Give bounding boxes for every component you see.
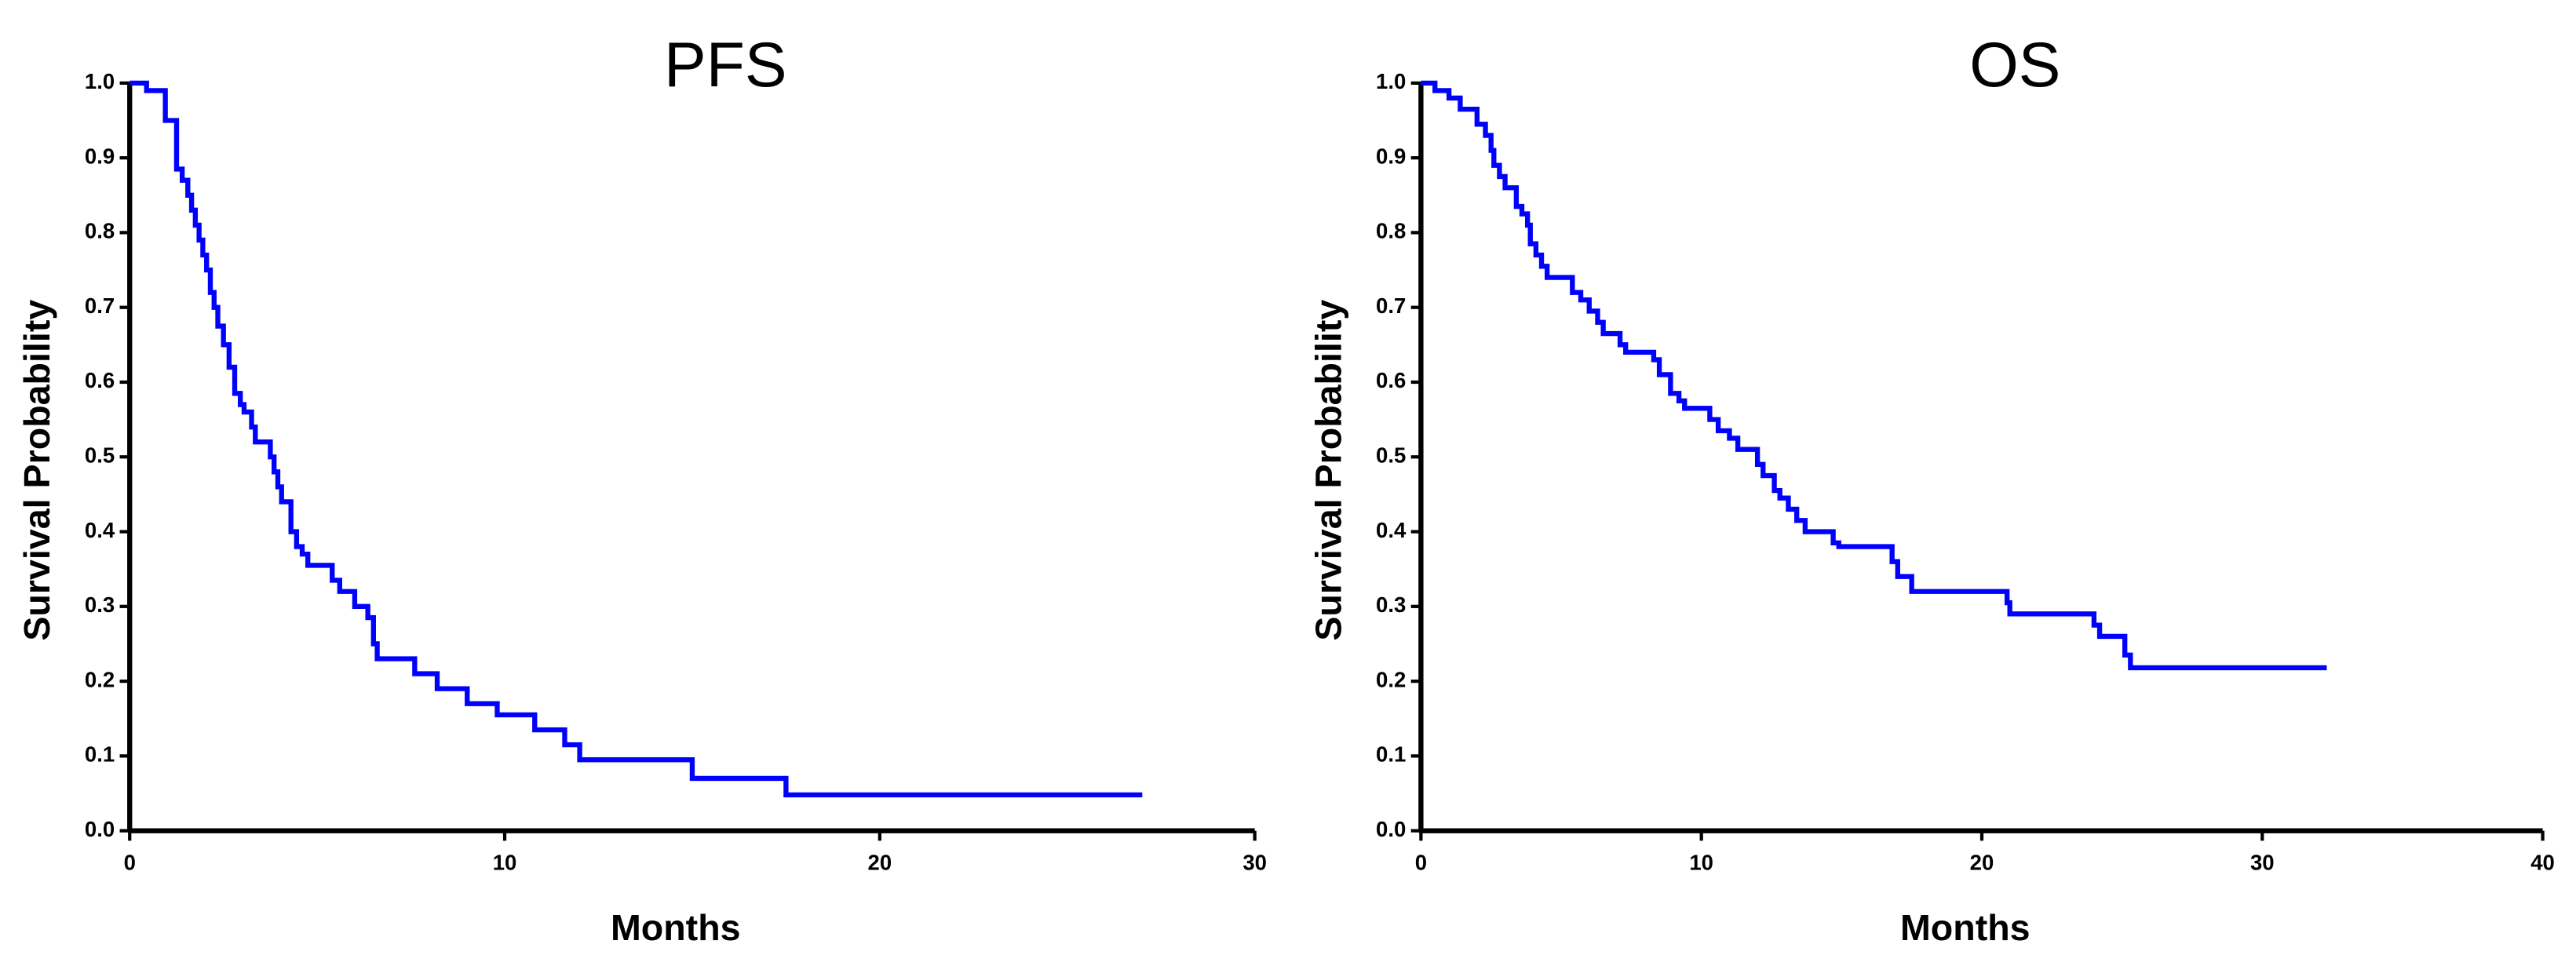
y-tick-label: 0.5 — [85, 443, 115, 468]
y-tick-label: 0.7 — [85, 293, 115, 318]
y-axis-label: Survival Probability — [16, 300, 57, 641]
x-tick-label: 10 — [493, 850, 517, 874]
y-tick-label: 0.2 — [85, 667, 115, 691]
survival-curve — [130, 80, 1143, 798]
y-tick-label: 0.6 — [85, 368, 115, 392]
x-axis-label: Months — [611, 907, 741, 948]
x-tick-label: 0 — [124, 850, 136, 874]
x-tick-label: 20 — [1970, 850, 1994, 874]
x-tick-label: 20 — [868, 850, 892, 874]
survival-curve — [1421, 80, 2327, 671]
y-tick-label: 0.4 — [85, 518, 115, 542]
y-tick-label: 1.0 — [85, 69, 115, 93]
y-tick-label: 1.0 — [1376, 69, 1406, 93]
chart-title: OS — [1969, 30, 2060, 100]
y-tick-label: 0.0 — [1376, 817, 1406, 841]
y-tick-label: 0.6 — [1376, 368, 1406, 392]
x-axis-label: Months — [1900, 907, 2031, 948]
y-tick-label: 0.2 — [1376, 667, 1406, 691]
y-tick-label: 0.9 — [85, 144, 115, 168]
y-tick-label: 0.0 — [85, 817, 115, 841]
y-tick-label: 0.5 — [1376, 443, 1406, 468]
x-tick-label: 10 — [1689, 850, 1713, 874]
y-tick-label: 0.1 — [1376, 742, 1406, 767]
y-tick-label: 0.4 — [1376, 518, 1407, 542]
x-tick-label: 30 — [1242, 850, 1267, 874]
y-axis-label: Survival Probability — [1308, 300, 1348, 641]
y-tick-label: 0.7 — [1376, 293, 1406, 318]
y-tick-label: 0.1 — [85, 742, 115, 767]
chart-title: PFS — [664, 30, 786, 100]
x-tick-label: 30 — [2250, 850, 2275, 874]
y-tick-label: 0.3 — [85, 592, 115, 617]
x-tick-label: 0 — [1415, 850, 1427, 874]
y-tick-label: 0.8 — [85, 219, 115, 243]
x-tick-label: 40 — [2530, 850, 2555, 874]
y-tick-label: 0.9 — [1376, 144, 1406, 168]
y-tick-label: 0.3 — [1376, 592, 1406, 617]
y-tick-label: 0.8 — [1376, 219, 1406, 243]
